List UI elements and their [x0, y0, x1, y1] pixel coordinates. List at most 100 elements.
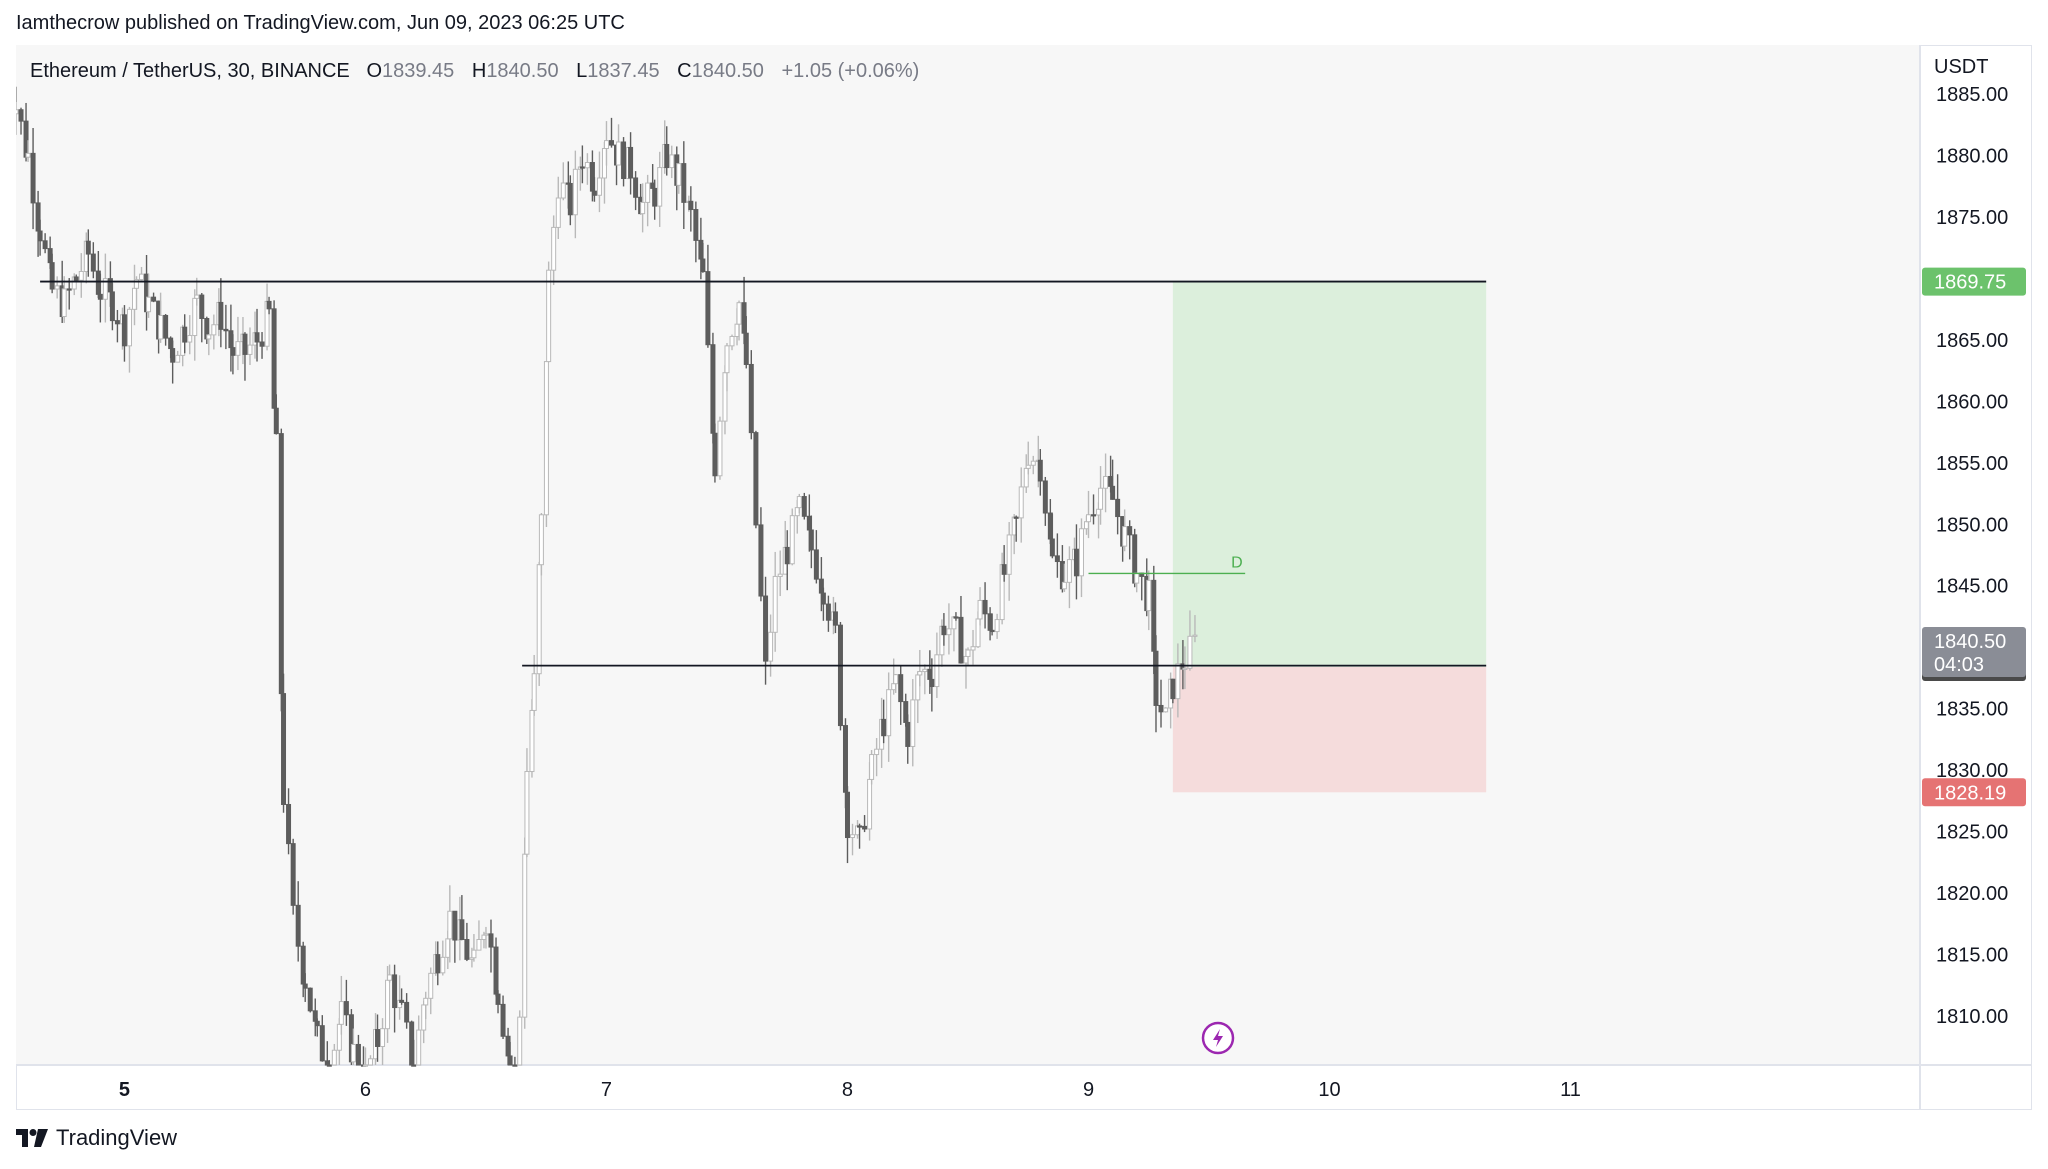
candle-body: [989, 629, 995, 633]
candle-body: [273, 407, 279, 435]
candle-body: [435, 954, 441, 974]
stop-zone[interactable]: [1172, 666, 1487, 793]
candle-body: [748, 363, 754, 434]
candle-body: [862, 825, 868, 830]
candle-body: [307, 987, 313, 1012]
candle-body: [825, 603, 831, 621]
time-tick-label: 7: [601, 1079, 612, 1101]
candle-body: [522, 853, 528, 1018]
horizontal-lines[interactable]: D: [40, 280, 1487, 667]
candle-body: [1122, 526, 1128, 547]
candle-body: [982, 599, 988, 615]
candle-body: [712, 432, 718, 477]
candle-body: [977, 599, 983, 620]
candle-body: [343, 1001, 349, 1016]
candle-body: [295, 904, 301, 947]
candle-body: [1013, 516, 1019, 519]
publish-info: Iamthecrow published on TradingView.com,…: [16, 12, 625, 34]
candle-body: [1049, 538, 1055, 557]
candle-body: [447, 910, 453, 940]
candle-body: [1146, 579, 1152, 612]
candle-body: [488, 933, 494, 948]
candle-body: [97, 293, 103, 300]
symbol-name[interactable]: Ethereum / TetherUS, 30, BINANCE: [30, 60, 350, 82]
price-axis[interactable]: USDT1885.001880.001875.001870.001865.001…: [1934, 56, 2008, 1028]
position-zones[interactable]: [1172, 281, 1487, 793]
time-tick-label: 5: [119, 1079, 130, 1101]
high-value: 1840.50: [486, 60, 559, 82]
candle-body: [399, 999, 405, 1003]
price-tick-label: 1850.00: [1936, 514, 2008, 536]
time-tick-label: 6: [360, 1079, 371, 1101]
candle-body: [1018, 486, 1024, 519]
candle-body: [54, 285, 60, 290]
candle-body: [146, 296, 152, 313]
candle-body: [302, 983, 308, 989]
candle-body: [705, 271, 711, 346]
plot-area[interactable]: [16, 45, 1920, 1065]
candle-body: [187, 335, 193, 343]
candle-body: [844, 791, 850, 839]
candle-body: [1042, 480, 1048, 514]
candle-body: [517, 1016, 523, 1066]
candle-body: [837, 624, 843, 727]
candle-body: [1134, 572, 1140, 584]
candle-body: [223, 328, 229, 332]
candle-body: [247, 344, 253, 355]
footer-brand[interactable]: TradingView: [16, 1125, 177, 1151]
candle-body: [1078, 528, 1084, 577]
candle-body: [319, 1025, 325, 1062]
candle-body: [452, 910, 458, 941]
time-tick-label: 10: [1318, 1079, 1340, 1101]
last-price-label: 1840.50: [1934, 631, 2006, 653]
candle-body: [645, 182, 651, 203]
time-axis[interactable]: 5 6 7 8 9 10 11: [119, 1079, 1581, 1101]
candle-body: [743, 332, 749, 365]
candle-body: [102, 278, 108, 300]
chart-canvas[interactable]: D USDT1885.001880.001875.001870.001865.0…: [16, 45, 2032, 1110]
candle-body: [736, 302, 742, 325]
candle-body: [1030, 460, 1036, 466]
candle-body: [459, 919, 465, 941]
candle-body: [842, 725, 848, 793]
candle-body: [934, 654, 940, 688]
candle-body: [206, 334, 212, 340]
open-label: O: [366, 60, 382, 82]
candle-body: [290, 843, 296, 906]
candle-body: [555, 197, 561, 228]
symbol-header: Ethereum / TetherUS, 30, BINANCE O1839.4…: [30, 60, 919, 83]
candle-body: [278, 433, 284, 695]
lightning-icon[interactable]: [1201, 1021, 1235, 1055]
open-value: 1839.45: [382, 60, 455, 82]
candle-body: [531, 673, 537, 711]
candle-body: [603, 140, 609, 150]
candle-body: [78, 270, 84, 281]
candle-body: [524, 771, 530, 855]
target-zone[interactable]: [1172, 281, 1487, 667]
candle-body: [763, 595, 769, 662]
last-price-badge: [1922, 627, 2026, 678]
candle-body: [772, 575, 778, 633]
candle-body: [66, 288, 72, 291]
candle-body: [387, 974, 393, 981]
candle-body: [869, 754, 875, 780]
candle-body: [500, 1003, 506, 1037]
candle-body: [543, 361, 549, 516]
candle-body: [1086, 514, 1092, 523]
candle-body: [471, 949, 477, 959]
time-tick-label: 9: [1083, 1079, 1094, 1101]
tradingview-logo-icon: [16, 1129, 48, 1147]
candle-body: [1127, 526, 1133, 536]
candle-body: [175, 354, 181, 363]
candle-body: [1170, 678, 1176, 700]
candle-body: [616, 141, 622, 166]
candle-body: [758, 524, 764, 597]
candle-body: [1115, 498, 1121, 518]
candle-body: [572, 168, 578, 216]
candle-body: [808, 529, 814, 551]
candle-body: [657, 167, 663, 207]
candle-body: [965, 649, 971, 657]
candle-body: [259, 341, 265, 347]
candle-body: [49, 262, 55, 290]
candle-body: [652, 187, 658, 207]
